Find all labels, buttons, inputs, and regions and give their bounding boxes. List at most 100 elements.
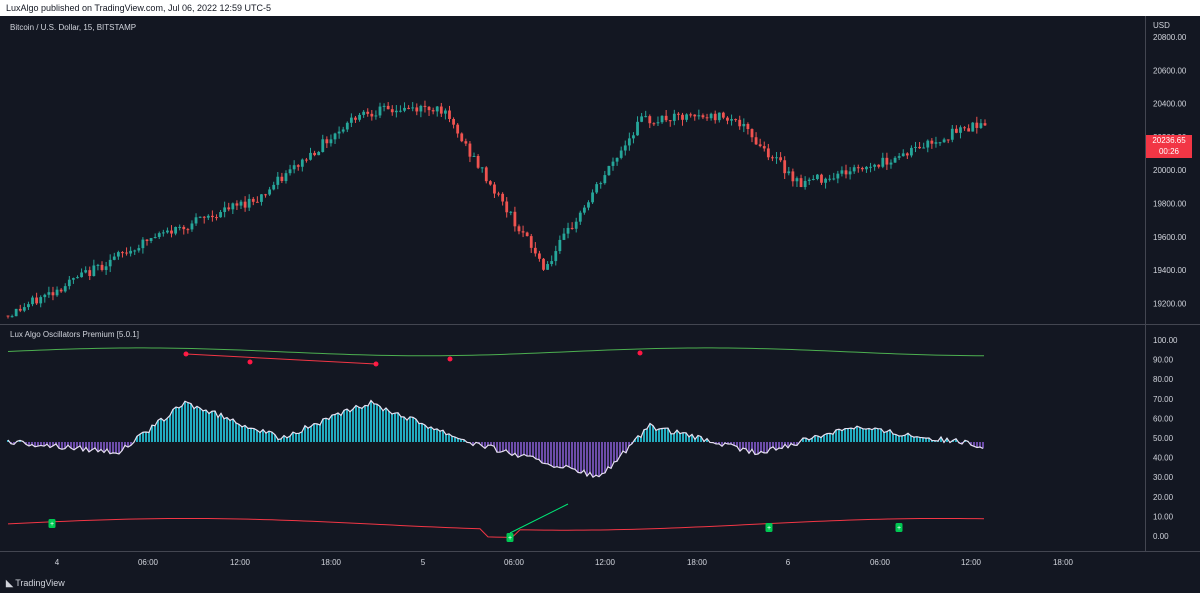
candle-body <box>505 201 509 213</box>
histogram-bar <box>790 442 792 444</box>
histogram-bar <box>562 442 564 468</box>
histogram-bar <box>823 434 825 442</box>
histogram-bar <box>205 409 207 442</box>
candle-body <box>938 142 942 144</box>
histogram-bar <box>913 437 915 442</box>
candle-body <box>709 113 713 119</box>
histogram-bar <box>679 433 681 442</box>
candle-body <box>186 229 190 231</box>
histogram-bar <box>925 438 927 442</box>
histogram-bar <box>853 428 855 442</box>
histogram-bar <box>163 420 165 442</box>
tradingview-logo[interactable]: ◣ TradingView <box>6 574 65 593</box>
oscillator-line <box>7 399 984 479</box>
oscillator-tick-label: 20.00 <box>1153 493 1174 502</box>
histogram-bar <box>301 431 303 442</box>
candle-body <box>595 184 599 193</box>
time-axis[interactable]: 4 06:00 12:00 18:00 5 06:00 12:00 18:00 6 06:00 12… <box>55 558 1074 567</box>
histogram-bar <box>577 442 579 473</box>
candle-body <box>750 129 754 138</box>
oscillator-tick-label: 50.00 <box>1153 434 1174 443</box>
candle-body <box>787 171 791 174</box>
candle-body <box>791 171 795 182</box>
candle-body <box>166 230 169 233</box>
histogram-bar <box>49 442 51 448</box>
candle-body <box>300 159 304 167</box>
histogram-bar <box>472 442 474 446</box>
published-header: LuxAlgo published on TradingView.com, Ju… <box>0 0 1200 16</box>
symbol-title[interactable]: Bitcoin / U.S. Dollar, 15, BITSTAMP <box>10 23 137 32</box>
candle-body <box>292 165 296 170</box>
candle-body <box>386 105 390 110</box>
candle-body <box>251 198 255 202</box>
candle-body <box>681 114 684 120</box>
candle-body <box>591 192 594 203</box>
bull-divergence-line <box>509 503 569 534</box>
histogram-bar <box>922 437 924 442</box>
candle-body <box>215 217 218 219</box>
candle-body <box>137 248 141 251</box>
candle-body <box>762 146 766 149</box>
histogram-bar <box>658 428 660 442</box>
price-pane-bg[interactable] <box>0 16 1145 324</box>
histogram-bar <box>460 439 462 442</box>
candle-body <box>362 111 366 115</box>
histogram-bar <box>487 442 489 446</box>
candle-body <box>43 294 47 298</box>
oscillator-pane-bg[interactable] <box>0 325 1145 551</box>
candle-body <box>578 212 582 222</box>
candle-body <box>918 146 921 149</box>
histogram-bar <box>688 436 690 442</box>
chart-area[interactable]: ++++ USD 20800.0020600.0020400.0020200.0… <box>0 16 1200 574</box>
histogram-bar <box>649 423 651 442</box>
candle-body <box>431 110 435 112</box>
buy-signal-glyph: + <box>767 525 771 532</box>
candle-body <box>587 202 590 208</box>
histogram-bar <box>598 442 600 477</box>
candle-body <box>742 123 746 127</box>
histogram-bar <box>388 411 390 442</box>
histogram-bar <box>763 442 765 453</box>
candle-body <box>701 115 705 118</box>
histogram-bar <box>718 442 720 444</box>
indicator-title[interactable]: Lux Algo Oscillators Premium [5.0.1] <box>10 330 139 339</box>
histogram-bar <box>682 432 684 442</box>
candle-body <box>717 112 721 121</box>
histogram-bar <box>781 442 783 449</box>
candle-body <box>247 198 251 208</box>
histogram-bar <box>550 442 552 466</box>
time-tick-label: 12:00 <box>230 558 251 567</box>
candle-body <box>198 216 202 218</box>
histogram-bar <box>757 442 759 455</box>
footer-bar: ◣ TradingView <box>0 574 1200 593</box>
candle-body <box>869 166 872 168</box>
histogram-bar <box>349 411 351 442</box>
candle-body <box>930 140 934 144</box>
candle-body <box>889 162 893 165</box>
chart-svg[interactable]: ++++ USD 20800.0020600.0020400.0020200.0… <box>0 16 1200 574</box>
histogram-bar <box>526 442 528 457</box>
candle-body <box>276 176 280 185</box>
candle-body <box>836 173 840 179</box>
candle-body <box>354 117 357 120</box>
candle-body <box>685 114 688 120</box>
candle-body <box>439 106 443 114</box>
candle-body <box>419 105 423 112</box>
candle-body <box>239 201 243 206</box>
candle-body <box>983 123 987 126</box>
price-axis[interactable]: 20800.0020600.0020400.0020200.0020000.00… <box>1153 33 1187 308</box>
histogram-bar <box>199 408 201 442</box>
oscillator-axis[interactable]: 100.00 90.00 80.00 70.00 60.00 50.00 40.00 30.0… <box>1153 336 1178 541</box>
price-tick-label: 20000.00 <box>1153 166 1187 175</box>
histogram-bar <box>808 439 810 442</box>
candle-body <box>734 119 738 121</box>
candle-body <box>656 122 660 124</box>
candle-body <box>484 167 488 182</box>
candle-body <box>497 193 500 195</box>
candle-body <box>178 226 182 228</box>
histogram-bar <box>892 433 894 442</box>
histogram-bar <box>655 430 657 442</box>
histogram-bar <box>613 442 615 463</box>
candle-body <box>746 123 750 130</box>
candle-body <box>174 226 178 234</box>
